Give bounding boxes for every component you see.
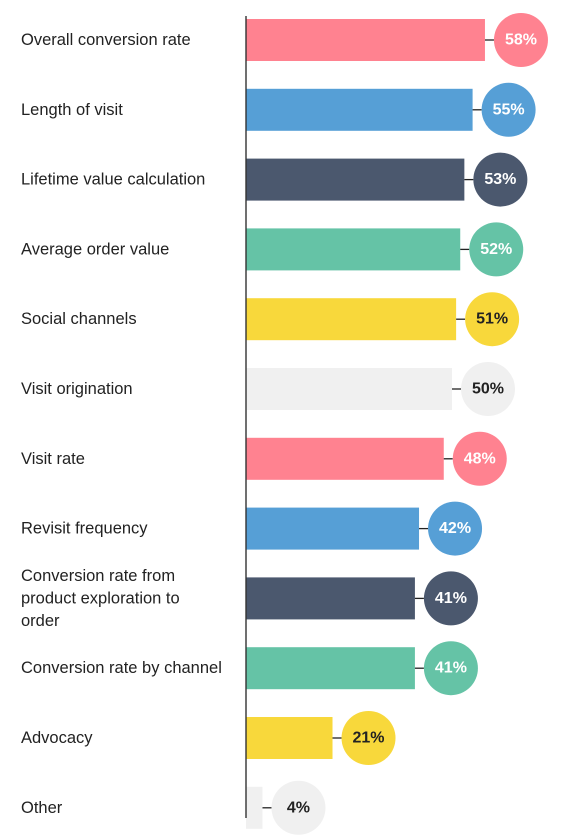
value-label: 41% (435, 660, 467, 677)
bar (246, 437, 444, 480)
category-label-line: Conversion rate from (21, 567, 175, 585)
category-label: Conversion rate from product exploration … (21, 567, 180, 630)
category-label-line: Revisit frequency (21, 520, 148, 538)
bar (246, 647, 415, 690)
value-label: 48% (464, 450, 496, 467)
bar (246, 298, 457, 341)
category-label: Visit rate (21, 450, 85, 468)
category-label: Visit origination (21, 380, 133, 398)
value-badge (469, 222, 524, 277)
value-label: 52% (480, 241, 512, 258)
value-label: 21% (353, 730, 385, 747)
bar (246, 786, 263, 829)
bar-row: Other 4% (21, 780, 326, 835)
value-badge (341, 711, 396, 765)
category-label-line: product exploration to (21, 589, 180, 607)
value-badge (423, 571, 478, 626)
value-label: 41% (435, 590, 467, 607)
bar-row: Overall conversion rate 58% (21, 13, 548, 67)
value-label: 55% (493, 101, 525, 118)
value-badge (423, 641, 478, 696)
bar-row: Average order value 52% (21, 222, 524, 277)
bar-row: Conversion rate from product exploration … (21, 567, 478, 630)
bar (246, 507, 420, 550)
bar-row: Conversion rate by channel 41% (21, 641, 478, 696)
value-label: 50% (472, 381, 504, 398)
bar (246, 717, 333, 759)
bar-row: Visit rate 48% (21, 431, 507, 486)
value-label: 4% (287, 799, 310, 816)
category-label: Revisit frequency (21, 520, 148, 538)
value-badge (493, 13, 548, 67)
value-badge (452, 431, 507, 486)
bar (246, 368, 452, 410)
bar-row: Visit origination 50% (21, 362, 515, 416)
category-label: Advocacy (21, 729, 93, 747)
category-label: Conversion rate by channel (21, 659, 222, 677)
value-badge (465, 292, 520, 347)
value-label: 51% (476, 311, 508, 328)
category-label-line: Social channels (21, 310, 137, 328)
bar (246, 577, 415, 620)
value-badge (481, 82, 536, 137)
bar (246, 19, 485, 61)
bar-row: Length of visit 55% (21, 82, 536, 137)
bar-row: Revisit frequency 42% (21, 501, 483, 556)
category-label-line: order (21, 612, 60, 630)
value-label: 42% (439, 520, 471, 537)
category-label: Length of visit (21, 101, 123, 119)
category-label-line: Other (21, 799, 63, 817)
value-badge (473, 152, 528, 207)
category-label: Overall conversion rate (21, 31, 191, 49)
value-label: 58% (505, 32, 537, 49)
bar (246, 158, 465, 201)
category-label-line: Conversion rate by channel (21, 659, 222, 677)
category-label-line: Average order value (21, 240, 169, 258)
value-badge (428, 501, 483, 556)
category-label: Lifetime value calculation (21, 171, 205, 189)
category-label-line: Visit rate (21, 450, 85, 468)
bar-row: Advocacy 21% (21, 711, 396, 765)
category-label-line: Length of visit (21, 101, 123, 119)
category-label: Social channels (21, 310, 137, 328)
category-label: Average order value (21, 240, 169, 258)
bar-row: Lifetime value calculation 53% (21, 152, 528, 207)
category-label: Other (21, 799, 63, 817)
bar (246, 88, 473, 131)
bar-row: Social channels 51% (21, 292, 520, 347)
category-label-line: Advocacy (21, 729, 93, 747)
category-label-line: Overall conversion rate (21, 31, 191, 49)
value-badge (271, 780, 326, 835)
value-badge (461, 362, 515, 416)
category-label-line: Visit origination (21, 380, 133, 398)
bar (246, 228, 461, 271)
category-label-line: Lifetime value calculation (21, 171, 205, 189)
value-label: 53% (484, 171, 516, 188)
